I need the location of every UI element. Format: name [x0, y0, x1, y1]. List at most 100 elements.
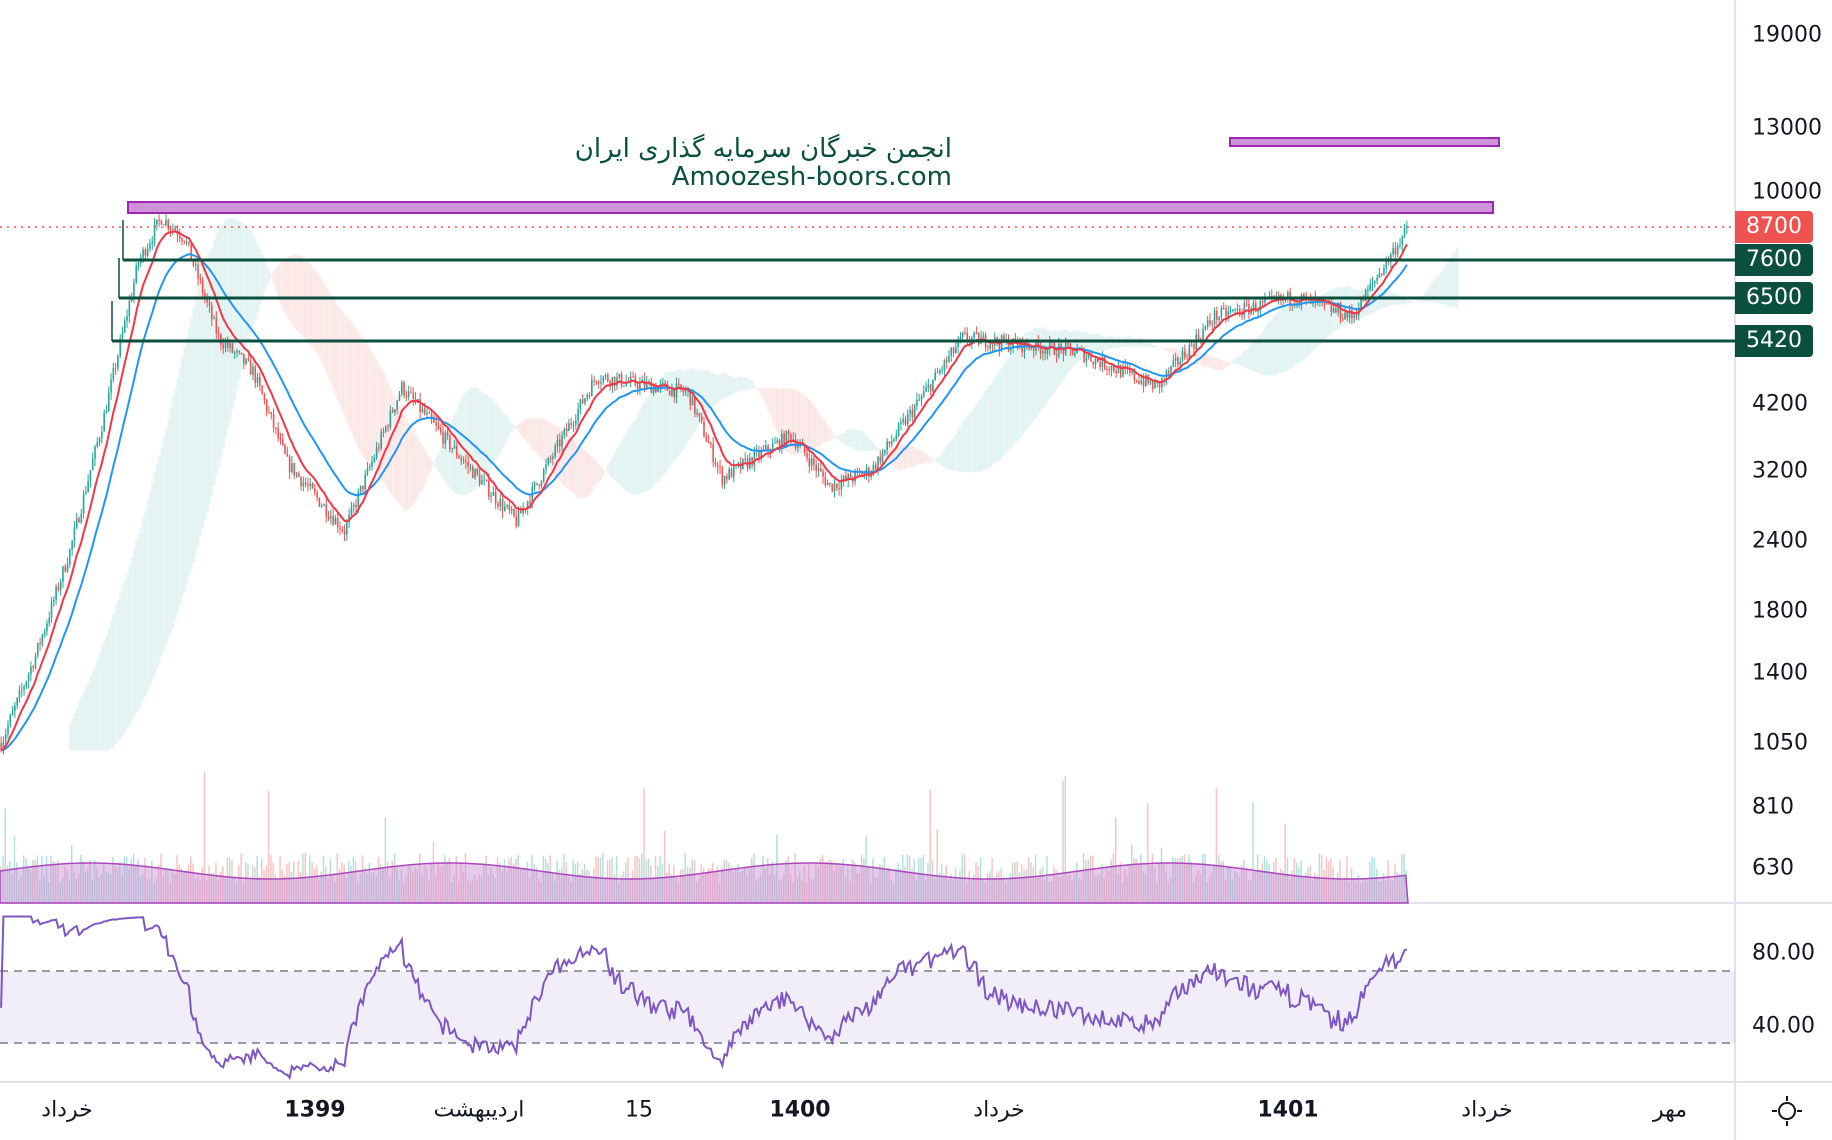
cloud-segment: [666, 372, 670, 471]
candle: [419, 392, 421, 419]
cloud-segment: [753, 385, 757, 389]
candle: [114, 362, 117, 375]
cloud-segment: [908, 445, 912, 468]
candle: [682, 385, 685, 397]
candle: [128, 294, 131, 324]
cloud-segment: [776, 388, 779, 433]
candle: [48, 611, 51, 627]
cloud-segment: [485, 395, 489, 476]
cloud-segment: [1444, 263, 1448, 306]
cloud-segment: [934, 459, 937, 461]
candle: [91, 452, 94, 471]
candle: [778, 438, 781, 453]
candle: [1147, 373, 1149, 386]
cloud-segment: [409, 427, 413, 507]
cloud-segment: [121, 585, 125, 736]
cloud-segment: [528, 418, 532, 446]
rsi-line: [0, 915, 1408, 1081]
candle: [886, 438, 888, 456]
candle: [1394, 242, 1397, 261]
cloud-segment: [595, 461, 599, 485]
cloud-segment: [480, 391, 484, 482]
candle: [977, 332, 980, 347]
candle: [1186, 353, 1188, 360]
cloud-segment: [634, 419, 637, 495]
cloud-segment: [75, 707, 79, 751]
cloud-segment: [1236, 356, 1240, 365]
candle: [595, 380, 598, 385]
cloud-segment: [487, 396, 491, 472]
candle: [460, 455, 463, 465]
candle: [135, 262, 138, 285]
resistance-zone[interactable]: [127, 201, 1494, 214]
cloud-segment: [347, 319, 351, 430]
cloud-segment: [1261, 330, 1265, 375]
candle: [362, 485, 364, 494]
candle: [286, 446, 289, 457]
cloud-segment: [288, 256, 292, 321]
cloud-segment: [313, 269, 317, 352]
cloud-segment: [176, 378, 180, 614]
cloud-segment: [135, 539, 138, 714]
cloud-segment: [606, 465, 610, 475]
cloud-segment: [657, 380, 660, 482]
settings-sun-icon[interactable]: [1770, 1094, 1804, 1128]
volume-bar: [936, 828, 938, 903]
cloud-segment: [709, 372, 713, 409]
cloud-segment: [570, 437, 573, 492]
candle: [542, 467, 545, 484]
candle: [918, 393, 921, 402]
candle: [696, 408, 698, 417]
candle: [366, 462, 369, 477]
candle: [11, 705, 14, 716]
candle: [320, 503, 323, 509]
candle: [30, 661, 32, 681]
candle: [1174, 352, 1177, 368]
cloud-segment: [201, 269, 205, 528]
candle: [852, 476, 854, 487]
price-axis-label: 3200: [1752, 458, 1808, 483]
cloud-segment: [869, 440, 873, 451]
cloud-segment: [542, 419, 546, 461]
candle: [556, 434, 559, 453]
candle: [407, 385, 410, 401]
candle: [313, 483, 316, 496]
candle: [183, 240, 186, 245]
cloud-segment: [1224, 361, 1228, 368]
candle: [455, 441, 458, 459]
candle: [1380, 273, 1383, 277]
cloud-segment: [540, 418, 544, 460]
cloud-segment: [1435, 277, 1439, 303]
cloud-segment: [741, 377, 745, 391]
cloud-segment: [918, 449, 921, 464]
target-zone[interactable]: [1229, 137, 1500, 147]
cloud-segment: [702, 371, 706, 418]
candle: [515, 510, 518, 529]
price-tag-8700: 8700: [1735, 211, 1813, 243]
cloud-segment: [128, 566, 131, 726]
candle: [533, 481, 536, 492]
cloud-segment: [501, 413, 505, 449]
candle: [1193, 341, 1195, 356]
cloud-segment: [206, 258, 209, 513]
candle: [1115, 366, 1117, 379]
candle: [453, 439, 456, 450]
cloud-segment: [107, 628, 111, 750]
candle: [465, 454, 467, 469]
candle: [1378, 267, 1381, 279]
cloud-segment: [966, 416, 969, 473]
cloud-segment: [744, 377, 747, 391]
cloud-segment: [533, 417, 537, 451]
candle: [1172, 354, 1175, 368]
candle: [71, 539, 73, 557]
candle: [352, 502, 355, 514]
candle: [554, 442, 556, 460]
candle: [943, 358, 946, 377]
candle: [1145, 372, 1147, 388]
candle: [160, 219, 163, 225]
candle: [82, 490, 85, 519]
candle: [1204, 325, 1207, 331]
candle: [98, 436, 101, 447]
cloud-segment: [439, 446, 443, 475]
